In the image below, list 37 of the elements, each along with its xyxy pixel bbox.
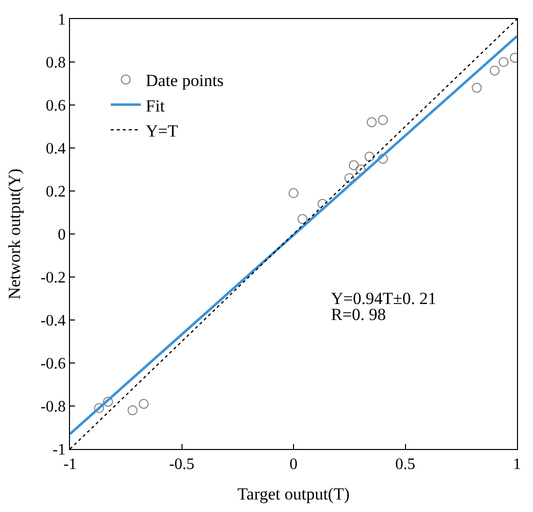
y-tick-label: -1 <box>52 442 66 459</box>
point <box>103 396 113 407</box>
point <box>288 188 298 198</box>
y-tick-label: 0.2 <box>46 184 66 201</box>
legend-label: Fit <box>146 96 165 116</box>
point <box>490 66 500 76</box>
x-tick-label: 1 <box>513 456 521 474</box>
y-tick-label: 0.8 <box>46 54 66 72</box>
legend-label: Y=T <box>146 121 179 140</box>
point <box>138 398 149 409</box>
x-tick-label: 0.5 <box>395 456 416 474</box>
point <box>348 160 359 170</box>
point <box>128 405 138 416</box>
point <box>378 154 388 164</box>
annotation: R=0. 98 <box>331 305 386 324</box>
x-axis-title: Target output(T) <box>237 484 350 504</box>
y-tick-label: 0.4 <box>46 140 66 158</box>
y-tick-label: -0.8 <box>40 398 66 416</box>
point <box>344 173 354 184</box>
y-tick-label: 1 <box>58 12 66 29</box>
y-axis-title: Network output(Y) <box>5 168 24 300</box>
point <box>94 403 104 414</box>
annotation: Y=0.94T±0. 21 <box>331 289 436 308</box>
point <box>378 115 388 126</box>
x-tick-label: -0.5 <box>169 456 194 474</box>
y-tick-label: -0.6 <box>40 356 66 373</box>
x-tick-label: 0 <box>290 456 298 474</box>
point <box>498 57 509 67</box>
y-tick-label: -0.2 <box>40 270 66 287</box>
y-tick-label: 0.6 <box>46 98 66 115</box>
y-tick-label: -0.4 <box>40 312 66 330</box>
point <box>364 152 374 162</box>
point <box>472 82 482 93</box>
y-tick-label: 0 <box>58 226 66 244</box>
point <box>366 117 377 128</box>
legend-label: Date points <box>146 71 224 90</box>
point <box>297 214 308 224</box>
